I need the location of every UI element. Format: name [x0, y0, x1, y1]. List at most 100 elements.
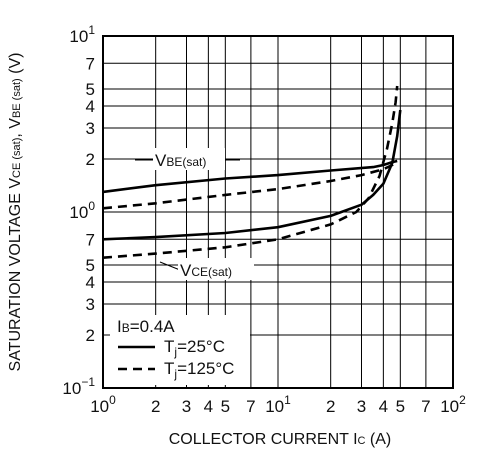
x-axis-label: COLLECTOR CURRENT IC (A)	[169, 431, 392, 448]
x-tick-exponent: 2	[459, 393, 466, 407]
annotations: VBE(sat)VCE(sat)	[135, 148, 254, 280]
vce-label-base: V	[180, 261, 192, 280]
y-tick-base: 4	[86, 273, 95, 292]
y-tick-label: 10−1	[62, 375, 95, 398]
legend-entry-rest: =125°C	[177, 359, 234, 378]
x-tick-base: 7	[421, 397, 430, 416]
x-tick-label: 5	[221, 397, 230, 416]
x-tick-base: 7	[246, 397, 255, 416]
x-tick-label: 102	[440, 393, 466, 416]
y-tick-base: 3	[86, 119, 95, 138]
series-line	[102, 159, 398, 194]
y-tick-label: 7	[86, 54, 95, 73]
vbe-label-base: V	[155, 151, 167, 170]
series-line	[102, 85, 399, 259]
legend-entry-sub: j	[173, 345, 177, 359]
axis-labels: COLLECTOR CURRENT IC (A)SATURATION VOLTA…	[7, 53, 391, 448]
ib-label-base: I	[117, 317, 122, 336]
legend-entry-rest: =25°C	[177, 337, 225, 356]
y-tick-base: 5	[86, 256, 95, 275]
x-tick-label: 3	[182, 397, 191, 416]
legend-entry-sub: j	[173, 367, 177, 381]
x-tick-base: 10	[440, 397, 459, 416]
x-tick-label: 4	[379, 397, 388, 416]
vce-leader-line	[159, 261, 181, 271]
x-tick-label: 4	[204, 397, 213, 416]
legend-entry: Tj=125°C	[164, 359, 234, 381]
y-tick-exponent: 1	[88, 23, 95, 37]
y-tick-base: 10	[69, 27, 88, 46]
y-tick-base: 3	[86, 295, 95, 314]
y-tick-base: 10	[69, 203, 88, 222]
ib-label-sub: B	[122, 321, 130, 335]
y-tick-label: 101	[69, 23, 95, 46]
x-tick-base: 10	[90, 397, 109, 416]
y-tick-label: 3	[86, 119, 95, 138]
x-tick-base: 4	[204, 397, 213, 416]
y-tick-label: 5	[86, 80, 95, 99]
y-tick-label: 4	[86, 97, 95, 116]
x-tick-base: 2	[151, 397, 160, 416]
y-tick-exponent: 0	[88, 199, 95, 213]
y-tick-label: 2	[86, 326, 95, 345]
vbe-label-bg	[153, 148, 225, 170]
series-line	[102, 159, 399, 210]
x-tick-label: 100	[90, 393, 116, 416]
vce-label: VCE(sat)	[180, 261, 232, 280]
y-tick-base: 10	[62, 379, 81, 398]
vce-label-sub: CE(sat)	[191, 265, 232, 279]
y-tick-exponent: −1	[81, 375, 95, 389]
grid-layer	[103, 36, 453, 388]
x-tick-base: 5	[396, 397, 405, 416]
legend-bg	[110, 315, 250, 385]
ib-label-rest: =0.4A	[130, 317, 176, 336]
y-axis-label-text: SATURATION VOLTAGE	[7, 189, 24, 372]
y-tick-base: 2	[86, 150, 95, 169]
y-tick-label: 2	[86, 150, 95, 169]
y-tick-base: 7	[86, 54, 95, 73]
y-tick-base: 5	[86, 80, 95, 99]
series-layer	[102, 85, 402, 259]
vbe-label-sub: BE(sat)	[166, 155, 206, 169]
legend-entry-base: T	[164, 337, 174, 356]
x-tick-exponent: 0	[109, 393, 116, 407]
x-tick-label: 7	[246, 397, 255, 416]
y-axis-v2-sub: BE (sat)	[11, 78, 23, 118]
y-tick-label: 100	[69, 199, 95, 222]
x-axis-unit: (A)	[365, 431, 391, 448]
y-tick-label: 4	[86, 273, 95, 292]
vce-label-bg	[178, 258, 254, 280]
x-tick-label: 2	[151, 397, 160, 416]
y-axis-v1: V	[7, 178, 24, 189]
y-tick-base: 7	[86, 230, 95, 249]
x-tick-base: 4	[379, 397, 388, 416]
x-tick-label: 5	[396, 397, 405, 416]
y-axis-label: SATURATION VOLTAGE VCE (sat), VBE (sat) …	[7, 53, 24, 372]
y-axis-unit: (V)	[7, 53, 24, 79]
y-axis-comma: ,	[7, 129, 24, 138]
y-tick-base: 2	[86, 326, 95, 345]
y-tick-base: 4	[86, 97, 95, 116]
y-tick-label: 5	[86, 256, 95, 275]
y-axis-v2: V	[7, 118, 24, 129]
legend-entry: Tj=25°C	[164, 337, 225, 359]
x-axis-label-text: COLLECTOR CURRENT	[169, 431, 353, 448]
y-axis-v1-sub: CE (sat)	[11, 138, 23, 178]
vbe-label: VBE(sat)	[155, 151, 206, 170]
x-tick-label: 101	[265, 393, 291, 416]
x-tick-exponent: 1	[284, 393, 291, 407]
x-tick-label: 3	[357, 397, 366, 416]
plot-frame	[102, 35, 454, 389]
legend-entry-base: T	[164, 359, 174, 378]
x-tick-base: 10	[265, 397, 284, 416]
x-tick-label: 7	[421, 397, 430, 416]
x-axis-symbol-sub: C	[358, 435, 366, 447]
x-tick-label: 2	[326, 397, 335, 416]
x-axis-symbol: I	[353, 431, 357, 448]
series-line	[102, 109, 402, 241]
y-tick-label: 7	[86, 230, 95, 249]
x-tick-base: 3	[357, 397, 366, 416]
